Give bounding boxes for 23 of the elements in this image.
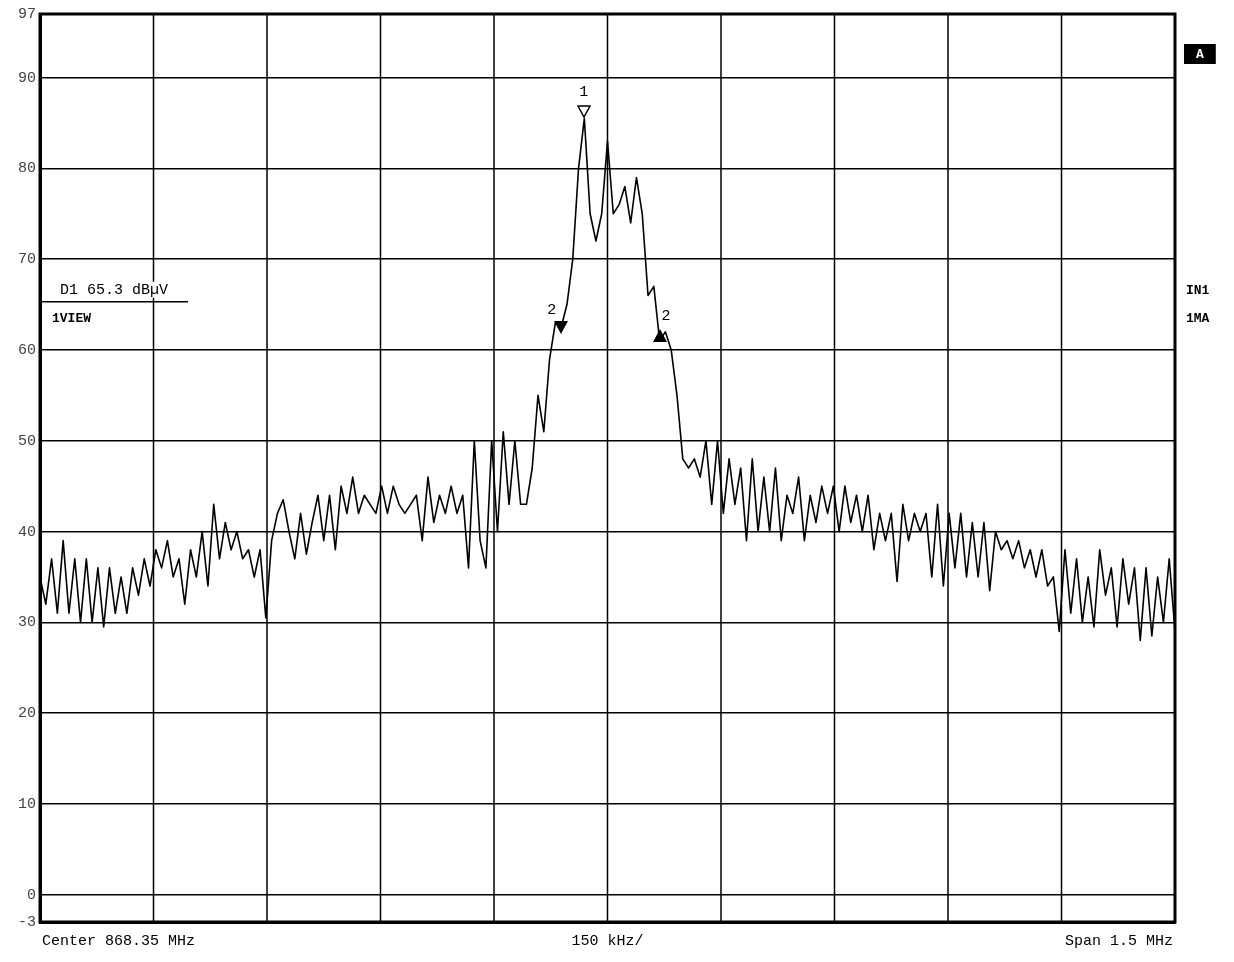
text: 1MA xyxy=(1186,310,1210,326)
text: Center 868.35 MHz xyxy=(42,933,196,951)
text: Span 1.5 MHz xyxy=(1064,933,1173,951)
y-tick-label: 30 xyxy=(17,614,36,632)
ref-line-label: D1 65.3 dBµV xyxy=(60,282,169,300)
y-tick-label: 50 xyxy=(17,432,36,450)
y-tick-label: 10 xyxy=(17,795,36,813)
text: IN1 xyxy=(1186,282,1210,298)
y-tick-label: 20 xyxy=(17,705,36,723)
annotation: 1VIEW xyxy=(52,310,92,326)
annotation: 2 xyxy=(661,307,671,325)
y-tick-label: 60 xyxy=(17,341,36,359)
y-tick-label: 90 xyxy=(17,69,36,87)
annotation: 1 xyxy=(579,84,589,102)
y-tick-label: 80 xyxy=(17,160,36,178)
y-tick-label: 70 xyxy=(17,251,36,269)
y-tick-label: -3 xyxy=(17,913,36,931)
text: 150 kHz/ xyxy=(571,933,644,951)
text: A xyxy=(1195,47,1204,63)
annotation: 2 xyxy=(547,302,557,320)
y-tick-label: 40 xyxy=(17,523,36,541)
y-tick-label: 97 xyxy=(17,5,36,23)
y-tick-label: 0 xyxy=(26,886,36,904)
